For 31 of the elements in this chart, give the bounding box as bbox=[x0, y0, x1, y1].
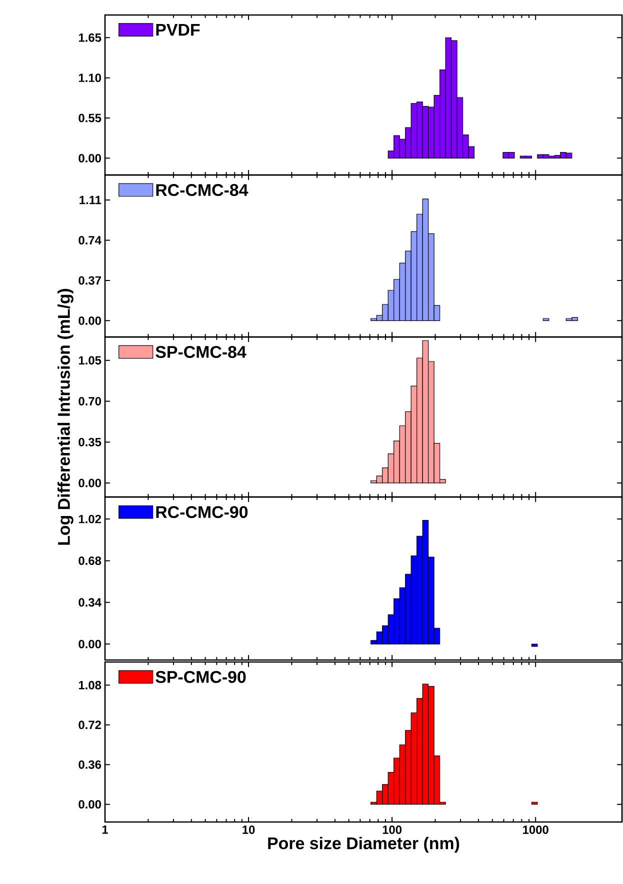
x-tick-label: 1 bbox=[102, 826, 108, 834]
y-tick-label: 0.00 bbox=[78, 154, 101, 162]
y-axis-title: Log Differential Intrusion (mL/g) bbox=[58, 288, 74, 545]
y-tick-label: 0.00 bbox=[78, 478, 101, 488]
x-axis-title: Pore size Diameter (nm) bbox=[268, 836, 460, 853]
x-tick-label: 10 bbox=[242, 826, 255, 834]
legend-label: RC-CMC-90 bbox=[156, 506, 248, 518]
legend-label: SP-CMC-90 bbox=[156, 670, 246, 683]
y-tick-label: 0.72 bbox=[78, 720, 101, 730]
y-tick-label: 0.34 bbox=[78, 598, 102, 607]
y-tick-label: 0.55 bbox=[78, 114, 102, 122]
y-tick-label: 0.37 bbox=[78, 276, 101, 285]
y-tick-label: 1.65 bbox=[78, 33, 102, 42]
y-tick-label: 0.00 bbox=[78, 316, 101, 325]
y-tick-label: 1.02 bbox=[78, 514, 101, 524]
y-tick-label: 0.74 bbox=[78, 236, 102, 244]
y-tick-label: 1.05 bbox=[78, 356, 102, 365]
y-tick-label: 0.70 bbox=[78, 396, 101, 406]
y-tick-label: 0.36 bbox=[78, 760, 102, 769]
y-tick-label: 1.11 bbox=[80, 196, 102, 204]
y-tick-label: 0.35 bbox=[78, 438, 102, 446]
y-tick-label: 1.08 bbox=[78, 680, 102, 690]
x-tick-label: 1000 bbox=[523, 826, 548, 834]
legend-label: RC-CMC-84 bbox=[156, 184, 248, 196]
y-tick-label: 0.68 bbox=[78, 556, 102, 565]
x-tick-label: 100 bbox=[382, 826, 402, 834]
y-tick-label: 0.00 bbox=[78, 800, 101, 809]
y-tick-label: 0.00 bbox=[78, 640, 101, 648]
y-tick-label: 1.10 bbox=[78, 74, 101, 82]
legend-label: PVDF bbox=[156, 24, 200, 36]
legend-label: SP-CMC-84 bbox=[156, 346, 246, 358]
